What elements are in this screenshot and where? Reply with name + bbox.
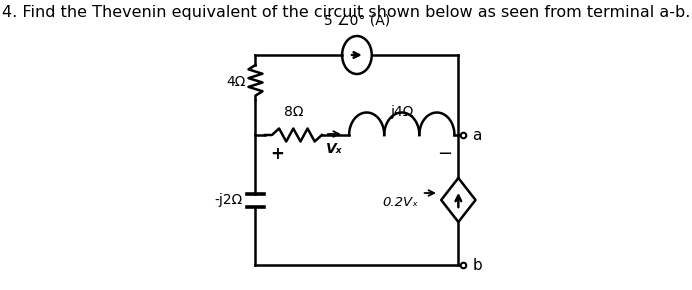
Text: b: b: [473, 258, 482, 273]
Text: 0.2Vₓ: 0.2Vₓ: [383, 197, 419, 209]
Text: j4Ω: j4Ω: [390, 105, 414, 119]
Text: a: a: [473, 128, 482, 142]
Text: -j2Ω: -j2Ω: [215, 193, 243, 207]
Text: −: −: [437, 145, 453, 163]
Text: 5 ∠0° (A): 5 ∠0° (A): [324, 14, 390, 28]
Text: 8Ω: 8Ω: [284, 105, 303, 119]
Text: 4. Find the Thevenin equivalent of the circuit shown below as seen from terminal: 4. Find the Thevenin equivalent of the c…: [2, 5, 690, 20]
Text: 4Ω: 4Ω: [227, 75, 246, 90]
Text: Vₓ: Vₓ: [326, 142, 343, 156]
Text: +: +: [271, 145, 284, 163]
